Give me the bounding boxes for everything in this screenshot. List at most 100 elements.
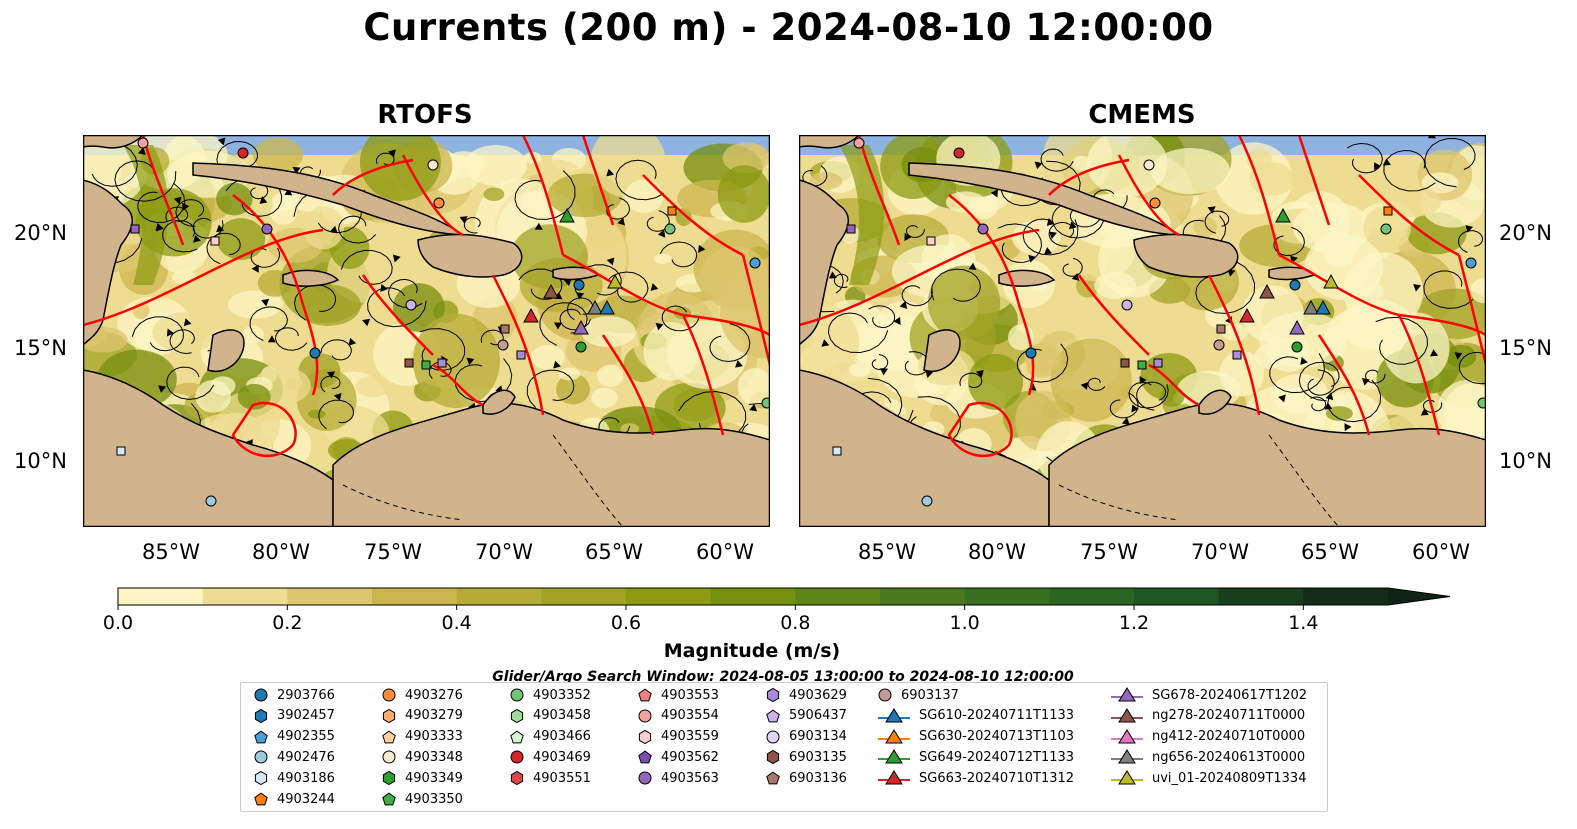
boundary-line [1397, 314, 1441, 436]
streamline-arrow [466, 357, 475, 366]
legend-item: 4903244 [253, 789, 335, 809]
argo-float-marker [1232, 350, 1242, 360]
map-frame [799, 135, 1486, 527]
magnitude-contour-blob [945, 191, 986, 213]
magnitude-contour-blob [1159, 386, 1185, 407]
legend-item: 4903466 [509, 727, 591, 747]
argo-hexagon-marker-icon [510, 771, 524, 786]
boundary-line [1237, 135, 1281, 256]
streamline-arrow [893, 316, 901, 325]
lon-label-75w-right: 75°W [1080, 540, 1138, 564]
lon-label-60w-right: 60°W [1412, 540, 1470, 564]
boundary-line [1207, 274, 1261, 416]
legend-item: 6903135 [765, 747, 847, 767]
argo-float-marker [116, 446, 126, 456]
streamline-arrow [968, 262, 977, 271]
boundary-line [562, 253, 770, 337]
glider-marker [523, 307, 539, 323]
country-border-line [1058, 434, 1340, 527]
colorbar-tick-label: 0.4 [441, 612, 472, 634]
streamline-arrow [166, 328, 175, 337]
streamline-arrow [388, 149, 396, 158]
argo-circle-marker-icon [382, 750, 396, 764]
legend-item-label: 4903563 [661, 770, 719, 786]
boundary-line [642, 174, 744, 257]
legend-item-label: 4902476 [277, 749, 335, 765]
streamline-arrow [362, 318, 371, 327]
central-america-north [83, 179, 133, 347]
argo-float-marker [573, 279, 585, 291]
boundary-line [141, 135, 185, 246]
legend-item: 4903562 [637, 747, 719, 767]
magnitude-contour-blob [722, 142, 770, 174]
magnitude-contour-blob [302, 206, 345, 250]
argo-float-marker [1216, 324, 1226, 334]
streamline-arrow [1454, 352, 1463, 360]
current-streamline [518, 268, 563, 300]
magnitude-contour-blob [464, 144, 527, 186]
streamline-arrow [333, 392, 342, 401]
central-america-south [799, 369, 1050, 527]
legend-item: SG630-20240713T1103 [877, 727, 1074, 747]
current-streamline [1204, 210, 1230, 234]
glider-marker [1289, 319, 1305, 335]
argo-circle-marker-icon [510, 688, 524, 702]
country-border-line [342, 434, 624, 527]
current-streamline [1087, 377, 1106, 391]
argo-float-marker [437, 358, 447, 368]
legend-item-label: 4902355 [277, 729, 335, 745]
magnitude-contour-blob [717, 165, 770, 223]
streamline-arrow [1071, 273, 1080, 281]
legend-item-label: SG678-20240617T1202 [1152, 687, 1308, 703]
streamline-arrow [259, 196, 268, 204]
streamline-arrow [1413, 284, 1422, 292]
legend-item: 4903554 [637, 706, 719, 726]
glider-marker [1315, 299, 1331, 315]
current-streamline [868, 305, 896, 329]
argo-circle-marker-icon [638, 709, 652, 723]
search-window-text: Glider/Argo Search Window: 2024-08-05 13… [492, 669, 1074, 685]
colorbar-tick-label: 0.6 [610, 612, 642, 634]
glider-marker [599, 299, 615, 315]
streamline-arrow [1374, 162, 1382, 171]
argo-float-marker [1121, 299, 1133, 311]
current-streamline [1040, 148, 1074, 172]
current-streamline [615, 159, 665, 201]
legend-item-label: 4903348 [405, 749, 463, 765]
legend-item-label: SG630-20240713T1103 [919, 729, 1075, 745]
magnitude-contour-blob [216, 182, 253, 216]
legend-item-label: ng278-20240711T0000 [1152, 708, 1306, 724]
legend-item: 4903349 [381, 768, 463, 788]
legend-item-label: ng412-20240710T0000 [1152, 729, 1306, 745]
legend-item-label: 6903136 [789, 770, 847, 786]
legend-item: 4903458 [509, 706, 591, 726]
glider-triangle-marker-icon [878, 749, 910, 764]
current-streamline [659, 241, 698, 268]
streamline-arrow [925, 370, 934, 379]
current-streamline [1423, 270, 1474, 309]
lon-label-85w-left: 85°W [142, 540, 200, 564]
current-streamline [709, 323, 751, 363]
guajira-peninsula [1198, 389, 1232, 415]
boundary-line [947, 401, 1013, 458]
legend-item-label: 4903352 [533, 687, 591, 703]
colorbar-segment [626, 588, 712, 605]
magnitude-contour-blob [294, 284, 361, 326]
current-streamline [606, 271, 649, 303]
current-streamline [1195, 260, 1256, 314]
legend-item-label: 4903276 [405, 687, 463, 703]
streamline-arrow [553, 322, 563, 330]
magnitude-contour-blob [1086, 135, 1168, 197]
colorbar-segment [287, 588, 373, 605]
legend-item-label: SG610-20240711T1133 [919, 708, 1075, 724]
magnitude-contour-blob [580, 316, 636, 348]
argo-circle-marker-icon [878, 688, 892, 702]
boundary-line [231, 401, 297, 458]
map-panel-rtofs [83, 135, 770, 527]
magnitude-contour-blob [597, 364, 624, 387]
streamline-arrow [879, 368, 888, 376]
glider-triangle-marker-icon [1111, 770, 1143, 785]
current-streamline [1383, 149, 1436, 192]
magnitude-contour-blob [270, 201, 297, 225]
current-streamline [1136, 381, 1167, 411]
